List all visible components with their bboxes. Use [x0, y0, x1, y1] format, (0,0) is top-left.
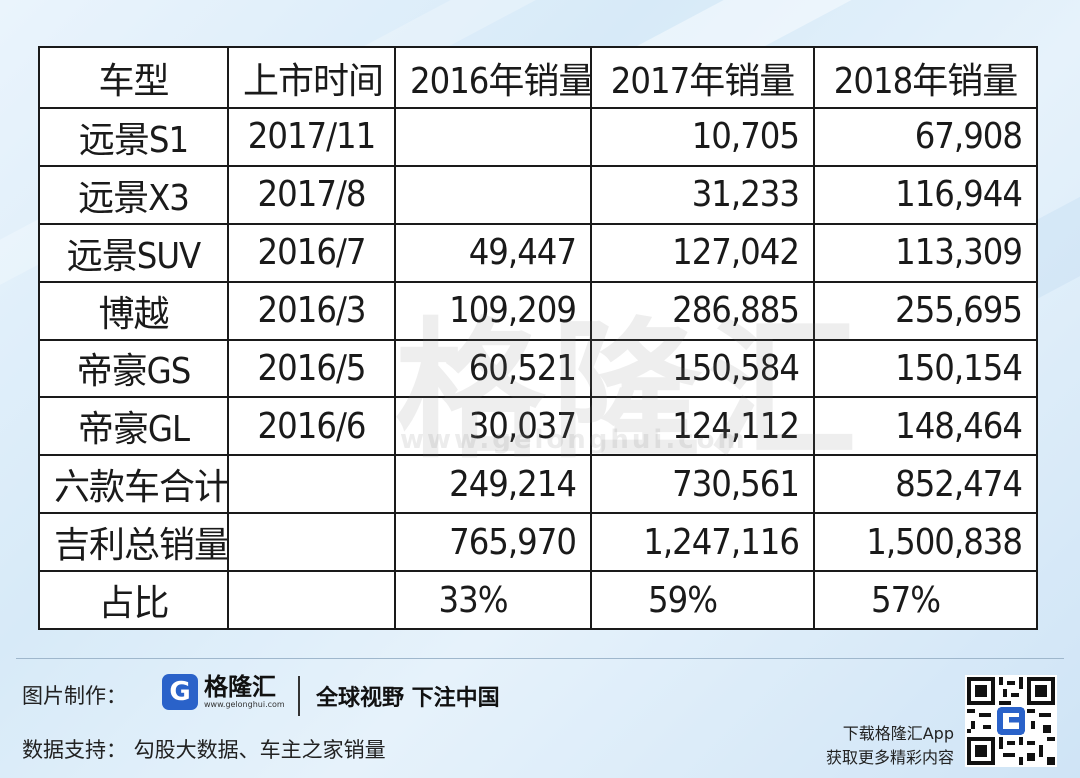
logo-g-icon: G — [162, 674, 198, 710]
cell-2016 — [394, 164, 592, 225]
cell-2016: 49,447 — [394, 222, 592, 283]
app-download-text: 下载格隆汇App — [842, 724, 954, 743]
cell-model: 占比 — [38, 570, 229, 630]
cell-2017: 10,705 — [590, 107, 815, 167]
logo-name: 格隆汇 — [204, 673, 276, 701]
cell-2017: 59% — [590, 570, 815, 630]
cell-2018: 852,474 — [813, 454, 1038, 515]
cell-launch — [227, 570, 396, 630]
cell-model: 远景S1 — [38, 107, 229, 167]
app-promo-text: 获取更多精彩内容 — [825, 748, 954, 767]
table-row: 帝豪GL 2016/6 30,037 124,112 148,464 — [38, 396, 1038, 457]
header-cell-launch: 上市时间 — [227, 46, 396, 109]
table-row: 吉利总销量 765,970 1,247,116 1,500,838 — [38, 512, 1038, 572]
cell-launch: 2016/3 — [227, 280, 396, 341]
cell-2018: 57% — [813, 570, 1038, 630]
cell-2016: 249,214 — [394, 454, 592, 515]
slogan: 全球视野 下注中国 — [316, 686, 500, 711]
cell-launch: 2016/6 — [227, 396, 396, 457]
data-source: 数据支持： 勾股大数据、车主之家销量 — [22, 738, 386, 762]
credit-label: 图片制作： — [22, 684, 127, 708]
qr-code-icon[interactable] — [965, 675, 1057, 767]
cell-2017: 31,233 — [590, 164, 815, 225]
cell-launch: 2017/8 — [227, 164, 396, 225]
cell-2018: 67,908 — [813, 107, 1038, 167]
cell-2017: 150,584 — [590, 338, 815, 399]
gelonghui-logo: G 格隆汇 www.gelonghui.com — [162, 674, 285, 710]
cell-model: 吉利总销量 — [38, 512, 229, 572]
qr-code-graphic — [967, 677, 1055, 765]
table-row: 远景SUV 2016/7 49,447 127,042 113,309 — [38, 222, 1038, 283]
header-cell-model: 车型 — [38, 46, 229, 109]
table-row: 占比 33% 59% 57% — [38, 570, 1038, 630]
cell-2018: 148,464 — [813, 396, 1038, 457]
cell-launch: 2016/5 — [227, 338, 396, 399]
table-row: 远景S1 2017/11 10,705 67,908 — [38, 107, 1038, 167]
cell-2016 — [394, 107, 592, 167]
cell-2017: 1,247,116 — [590, 512, 815, 572]
cell-2018: 150,154 — [813, 338, 1038, 399]
logo-url: www.gelonghui.com — [204, 700, 285, 709]
cell-model: 帝豪GL — [38, 396, 229, 457]
cell-model: 远景X3 — [38, 164, 229, 225]
table-row: 远景X3 2017/8 31,233 116,944 — [38, 164, 1038, 225]
cell-2016: 33% — [394, 570, 592, 630]
cell-2018: 113,309 — [813, 222, 1038, 283]
logo-text: 格隆汇 www.gelonghui.com — [204, 674, 285, 710]
cell-launch — [227, 454, 396, 515]
cell-model: 博越 — [38, 280, 229, 341]
cell-model: 六款车合计 — [38, 454, 229, 515]
cell-2017: 730,561 — [590, 454, 815, 515]
header-cell-2016: 2016年销量 — [394, 46, 592, 109]
sales-table: 车型 上市时间 2016年销量 2017年销量 2018年销量 远景S1 201… — [38, 46, 1038, 630]
cell-2018: 116,944 — [813, 164, 1038, 225]
cell-2016: 60,521 — [394, 338, 592, 399]
cell-2017: 124,112 — [590, 396, 815, 457]
cell-model: 帝豪GS — [38, 338, 229, 399]
cell-2016: 30,037 — [394, 396, 592, 457]
cell-2018: 255,695 — [813, 280, 1038, 341]
cell-2016: 109,209 — [394, 280, 592, 341]
cell-model: 远景SUV — [38, 222, 229, 283]
table-row: 帝豪GS 2016/5 60,521 150,584 150,154 — [38, 338, 1038, 399]
cell-launch: 2017/11 — [227, 107, 396, 167]
footer-separator — [298, 676, 300, 716]
table-row: 六款车合计 249,214 730,561 852,474 — [38, 454, 1038, 515]
table-row: 博越 2016/3 109,209 286,885 255,695 — [38, 280, 1038, 341]
cell-2018: 1,500,838 — [813, 512, 1038, 572]
header-cell-2017: 2017年销量 — [590, 46, 815, 109]
cell-2017: 127,042 — [590, 222, 815, 283]
cell-launch — [227, 512, 396, 572]
footer-divider — [16, 658, 1064, 659]
cell-2016: 765,970 — [394, 512, 592, 572]
header-cell-2018: 2018年销量 — [813, 46, 1038, 109]
cell-launch: 2016/7 — [227, 222, 396, 283]
table-header-row: 车型 上市时间 2016年销量 2017年销量 2018年销量 — [38, 46, 1038, 109]
cell-2017: 286,885 — [590, 280, 815, 341]
